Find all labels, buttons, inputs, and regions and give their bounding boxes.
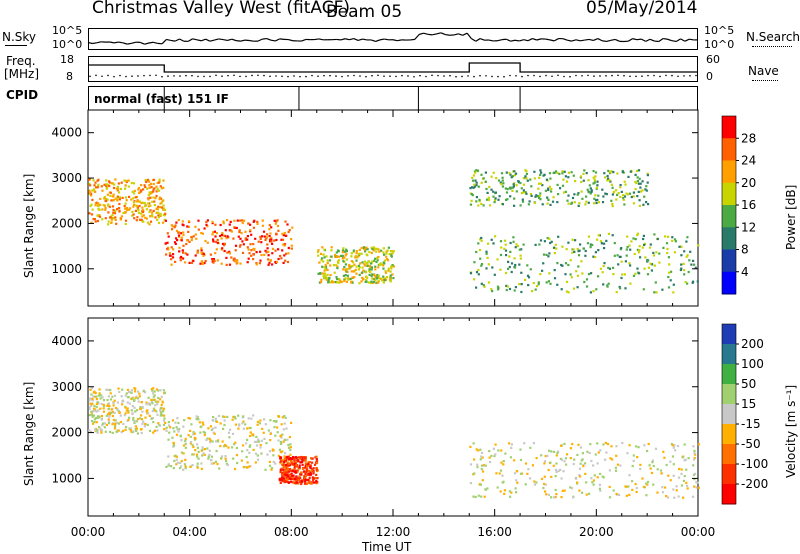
cpid-panel: [88, 86, 698, 110]
velocity-colorbar-label: Velocity [m s⁻¹]: [784, 384, 798, 478]
vel-echo-region: [165, 414, 293, 471]
colorbar-tick-label: 15: [741, 397, 756, 411]
vel-colorbar-cell: [722, 344, 736, 365]
colorbar-tick-label: -200: [741, 477, 768, 491]
beam-title: Beam 05: [326, 2, 403, 22]
freq-trace: [88, 62, 698, 73]
cpid-label: CPID: [6, 88, 39, 102]
vel-colorbar-cell: [722, 384, 736, 405]
colorbar-tick-label: 16: [741, 198, 756, 212]
freq-panel: [88, 56, 698, 82]
colorbar-tick-label: 28: [741, 131, 756, 145]
x-tick-label: 16:00: [477, 525, 512, 539]
vel-colorbar-cell: [722, 404, 736, 425]
vel-colorbar-cell: [722, 424, 736, 445]
nsearch-tick-low: 10^0: [704, 38, 735, 51]
x-tick-label: 00:00: [681, 525, 716, 539]
vel-panel: [87, 317, 739, 517]
nsearch-legend-line: [752, 46, 792, 47]
nsky-legend-line: [5, 45, 27, 46]
y-tick-label: 4000: [51, 334, 82, 348]
colorbar-tick-label: 24: [741, 154, 756, 168]
colorbar-tick-label: 8: [741, 243, 749, 257]
power-colorbar-label: Power [dB]: [784, 184, 798, 250]
y-tick-label: 1000: [51, 262, 82, 276]
nave-label: Nave: [748, 64, 779, 78]
power-echo-region: [469, 232, 700, 294]
power-colorbar-cell: [722, 138, 736, 161]
y-tick-label: 2000: [51, 216, 82, 230]
vel-colorbar-cell: [722, 464, 736, 485]
colorbar-tick-label: 50: [741, 377, 756, 391]
power-colorbar-cell: [722, 116, 736, 139]
date-title: 05/May/2014: [586, 0, 698, 18]
power-frame: [87, 109, 699, 307]
vel-echo-region: [88, 386, 167, 435]
vel-colorbar-cell: [722, 444, 736, 465]
vel-echo-region: [278, 455, 319, 486]
nave-trace: [89, 74, 697, 78]
cpid-value: normal (fast) 151 IF: [94, 92, 229, 106]
x-tick-label: 08:00: [274, 525, 309, 539]
power-echo-region: [164, 219, 294, 266]
vel-frame: [87, 317, 699, 517]
nsearch-label: N.Search: [746, 30, 800, 44]
nave-tick-high: 60: [706, 53, 720, 66]
nave-legend-line: [752, 80, 778, 81]
y-tick-label: 1000: [51, 471, 82, 485]
power-colorbar-cell: [722, 182, 736, 206]
colorbar-tick-label: -50: [741, 437, 761, 451]
vel-colorbar-cell: [722, 364, 736, 385]
nsky-label: N.Sky: [2, 30, 37, 44]
colorbar-tick-label: -15: [741, 417, 761, 431]
nsky-tick-low: 10^0: [52, 38, 83, 51]
power-ylabel: Slant Range [km]: [22, 173, 36, 278]
power-echo-region: [316, 246, 395, 285]
power-colorbar-cell: [722, 205, 736, 228]
x-tick-label: 12:00: [376, 525, 411, 539]
colorbar-tick-label: 200: [741, 337, 764, 351]
power-echo-region: [88, 178, 167, 226]
station-title: Christmas Valley West (fitACF): [92, 0, 351, 18]
y-tick-label: 3000: [51, 380, 82, 394]
colorbar-tick-label: 4: [741, 265, 749, 279]
vel-echo-region: [469, 441, 701, 499]
power-colorbar-cell: [722, 160, 736, 184]
colorbar-tick-label: 100: [741, 357, 764, 371]
freq-label: Freq.: [6, 54, 36, 68]
velocity-ylabel: Slant Range [km]: [22, 381, 36, 486]
x-axis-label: Time UT: [362, 540, 412, 554]
colorbar-tick-label: 20: [741, 176, 756, 190]
power-panel: [87, 109, 739, 307]
nsky-tick-high: 10^5: [52, 24, 83, 37]
nsearch-tick-high: 10^5: [704, 24, 735, 37]
colorbar-tick-label: 12: [741, 220, 756, 234]
y-tick-label: 3000: [51, 171, 82, 185]
power-colorbar-cell: [722, 249, 736, 273]
power-colorbar-cell: [722, 227, 736, 250]
vel-colorbar-cell: [722, 324, 736, 345]
y-tick-label: 4000: [51, 126, 82, 140]
freq-tick-high: 18: [60, 53, 74, 66]
freq-unit: [MHz]: [4, 67, 40, 81]
freq-tick-low: 8: [66, 70, 73, 83]
nave-tick-low: 0: [706, 70, 713, 83]
x-tick-label: 20:00: [579, 525, 614, 539]
colorbar-tick-label: -100: [741, 457, 768, 471]
power-echo-region: [469, 169, 650, 208]
x-tick-label: 04:00: [172, 525, 207, 539]
y-tick-label: 2000: [51, 426, 82, 440]
vel-colorbar-frame: [721, 323, 737, 505]
vel-colorbar-cell: [722, 484, 736, 505]
power-colorbar-cell: [722, 271, 736, 295]
nsky-panel: [88, 28, 698, 50]
nsky-trace: [87, 32, 699, 45]
x-tick-label: 00:00: [71, 525, 106, 539]
